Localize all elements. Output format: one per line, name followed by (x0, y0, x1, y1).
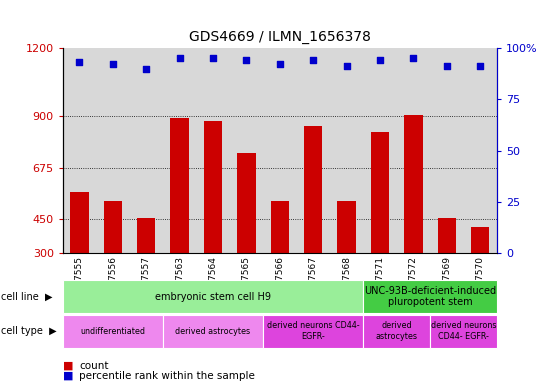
Title: GDS4669 / ILMN_1656378: GDS4669 / ILMN_1656378 (189, 30, 371, 44)
Text: derived neurons
CD44- EGFR-: derived neurons CD44- EGFR- (431, 321, 496, 341)
Text: derived neurons CD44-
EGFR-: derived neurons CD44- EGFR- (267, 321, 359, 341)
Bar (337, 201, 356, 253)
Point (342, 63, 351, 70)
Text: UNC-93B-deficient-induced
pluropotent stem: UNC-93B-deficient-induced pluropotent st… (364, 286, 496, 308)
Bar (271, 201, 289, 253)
Bar (104, 201, 122, 253)
Point (75, 59, 84, 65)
Bar (371, 132, 389, 253)
Point (476, 63, 484, 70)
Point (142, 66, 151, 72)
Bar (437, 218, 456, 253)
Bar (204, 121, 222, 253)
Text: cell type  ▶: cell type ▶ (1, 326, 57, 336)
Bar (404, 115, 423, 253)
Bar (170, 118, 189, 253)
Text: count: count (79, 361, 109, 371)
Point (309, 57, 318, 63)
Point (409, 55, 418, 61)
Bar (70, 192, 88, 253)
Bar (238, 153, 256, 253)
Text: percentile rank within the sample: percentile rank within the sample (79, 371, 255, 381)
Bar (471, 227, 489, 253)
Bar (304, 126, 322, 253)
Text: undifferentiated: undifferentiated (80, 327, 145, 336)
Point (442, 63, 451, 70)
Point (376, 57, 384, 63)
Point (209, 55, 217, 61)
Point (175, 55, 184, 61)
Point (242, 57, 251, 63)
Point (276, 61, 284, 68)
Text: ■: ■ (63, 371, 73, 381)
Text: ■: ■ (63, 361, 73, 371)
Bar (137, 218, 156, 253)
Text: derived
astrocytes: derived astrocytes (376, 321, 418, 341)
Text: derived astrocytes: derived astrocytes (175, 327, 251, 336)
Point (109, 61, 117, 68)
Text: embryonic stem cell H9: embryonic stem cell H9 (155, 291, 271, 302)
Text: cell line  ▶: cell line ▶ (1, 291, 52, 302)
